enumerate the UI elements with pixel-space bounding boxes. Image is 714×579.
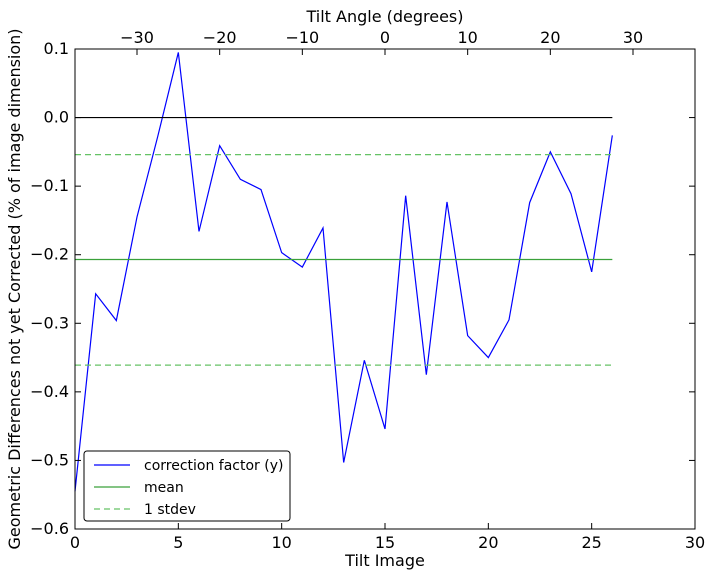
y-axis-label: Geometric Differences not yet Corrected …: [5, 28, 24, 549]
top-tick-label: −30: [120, 28, 154, 47]
x-tick-label: 10: [271, 533, 291, 552]
legend: correction factor (y) mean 1 stdev: [83, 450, 291, 522]
legend-label: mean: [144, 480, 184, 496]
top-tick-label: 20: [540, 28, 560, 47]
x-tick-label: 20: [478, 533, 498, 552]
series-layer: [74, 52, 613, 492]
legend-label: correction factor (y): [144, 458, 283, 474]
top-tick-label: −20: [203, 28, 237, 47]
top-tick-label: 0: [380, 28, 390, 47]
y-tick-label: −0.3: [30, 313, 69, 332]
top-axis-label: Tilt Angle (degrees): [305, 7, 463, 26]
top-tick-label: 30: [623, 28, 643, 47]
x-tick-label: 0: [70, 533, 80, 552]
y-tick-label: −0.5: [30, 450, 69, 469]
ticks-layer: 0 5 10 15 20 25 30 −0.6 −0.5 −0.4 −0.3 −0.2 −0.1 0.0 0…: [30, 28, 705, 552]
x-tick-label: 30: [685, 533, 705, 552]
legend-box: [83, 450, 291, 522]
x-axis-label: Tilt Image: [344, 551, 425, 570]
plot-frame: [74, 48, 696, 530]
y-tick-label: −0.2: [30, 245, 69, 264]
y-tick-label: −0.4: [30, 382, 69, 401]
x-tick-label: 5: [173, 533, 183, 552]
y-tick-label: 0.1: [44, 39, 69, 58]
y-tick-label: −0.1: [30, 176, 69, 195]
legend-label: 1 stdev: [144, 502, 196, 518]
y-tick-label: −0.6: [30, 519, 69, 538]
top-tick-label: 10: [457, 28, 477, 47]
y-tick-label: 0.0: [44, 108, 69, 127]
series-line-0: [74, 52, 613, 492]
top-tick-label: −10: [285, 28, 319, 47]
x-tick-label: 25: [581, 533, 601, 552]
x-tick-label: 15: [375, 533, 395, 552]
